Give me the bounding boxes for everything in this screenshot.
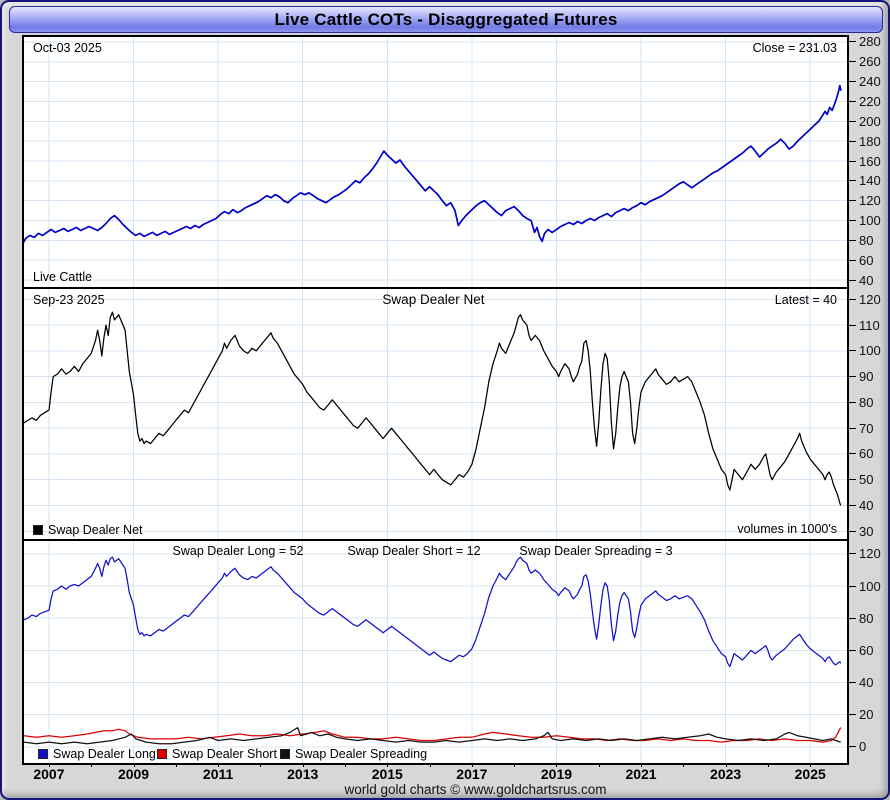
x-axis-tick (48, 763, 50, 767)
y-axis-tick: 40 (849, 675, 888, 691)
y-axis-tick: 70 (849, 420, 888, 436)
x-axis-year-label: 2015 (371, 766, 403, 782)
short-legend-swatch (157, 749, 167, 759)
x-axis-tick (344, 763, 346, 767)
swap-dealer-components-panel: Swap Dealer Long = 52 Swap Dealer Short … (22, 539, 849, 765)
x-axis-tick (767, 763, 769, 767)
y-axis-tick: 160 (849, 153, 888, 169)
volumes-note: volumes in 1000's (737, 522, 837, 536)
x-axis-tick (387, 763, 389, 767)
x-axis-year-label: 2009 (117, 766, 150, 782)
x-axis-year-label: 2013 (287, 766, 319, 782)
x-axis-tick (429, 763, 431, 767)
y-axis-tick: 80 (849, 610, 888, 626)
close-value-label: Close = 231.03 (752, 41, 837, 55)
y-axis-tick: 60 (849, 252, 888, 268)
spreading-legend-label: Swap Dealer Spreading (295, 747, 428, 761)
long-legend-swatch (38, 749, 48, 759)
x-axis-tick (302, 763, 304, 767)
x-axis-tick (598, 763, 600, 767)
swap-dealer-net-panel: Sep-23 2025 Swap Dealer Net Latest = 40 … (22, 287, 849, 541)
y-axis-tick: 220 (849, 93, 888, 109)
y-axis-tick: 30 (849, 523, 888, 539)
legend-swap-dealer-spreading: Swap Dealer Spreading (280, 747, 427, 761)
x-axis-tick (725, 763, 727, 767)
x-axis-tick (218, 763, 220, 767)
x-axis-year-label: 2017 (456, 766, 488, 782)
legend-swap-dealer-net: Swap Dealer Net (33, 523, 143, 537)
latest-value-label: Latest = 40 (774, 293, 837, 307)
long-legend-label: Swap Dealer Long (53, 747, 156, 761)
price-date-label: Oct-03 2025 (33, 41, 102, 55)
net-legend-swatch (33, 525, 43, 535)
x-axis-tick (641, 763, 643, 767)
x-axis-tick (175, 763, 177, 767)
y-axis-tick: 260 (849, 54, 888, 70)
short-value-label: Swap Dealer Short = 12 (347, 544, 481, 558)
x-axis-year-label: 2023 (710, 766, 742, 782)
y-axis-tick: 200 (849, 113, 888, 129)
x-axis-year-label: 2019 (540, 766, 573, 782)
y-axis-tick: 50 (849, 472, 888, 488)
y-axis-tick: 40 (849, 272, 888, 288)
x-axis-year-label: 2021 (625, 766, 657, 782)
title-bar: Live Cattle COTs - Disaggregated Futures (9, 6, 883, 33)
x-axis-tick (260, 763, 262, 767)
price-chart-svg (24, 37, 847, 287)
x-axis-year-label: 2007 (33, 766, 65, 782)
footer-credit: world gold charts © www.goldchartsrus.co… (344, 782, 607, 797)
y-axis-tick: 0 (849, 739, 888, 755)
net-chart-svg (24, 289, 847, 539)
y-axis-tick: 100 (849, 213, 888, 229)
spreading-legend-swatch (280, 749, 290, 759)
y-axis-tick: 80 (849, 394, 888, 410)
components-chart-svg (24, 541, 847, 763)
x-axis-tick (556, 763, 558, 767)
y-axis-tick: 110 (849, 317, 888, 333)
x-axis-year-label: 2011 (202, 766, 234, 782)
y-axis-tick: 120 (849, 193, 888, 209)
net-legend-label: Swap Dealer Net (48, 523, 143, 537)
short-legend-label: Swap Dealer Short (172, 747, 277, 761)
x-axis-tick (91, 763, 93, 767)
x-axis-tick (514, 763, 516, 767)
page-title: Live Cattle COTs - Disaggregated Futures (274, 9, 618, 29)
y-axis-tick: 120 (849, 291, 888, 307)
legend-swap-dealer-short: Swap Dealer Short (157, 747, 277, 761)
y-axis-tick: 80 (849, 232, 888, 248)
long-value-label: Swap Dealer Long = 52 (172, 544, 304, 558)
x-axis-tick (471, 763, 473, 767)
y-axis-tick: 180 (849, 133, 888, 149)
x-axis-tick (133, 763, 135, 767)
price-panel: Oct-03 2025 Close = 231.03 Live Cattle (22, 35, 849, 289)
net-panel-title: Swap Dealer Net (382, 292, 485, 307)
x-axis-tick (683, 763, 685, 767)
legend-swap-dealer-long: Swap Dealer Long (38, 747, 156, 761)
y-axis-tick: 40 (849, 497, 888, 513)
spreading-value-label: Swap Dealer Spreading = 3 (519, 544, 673, 558)
y-axis-tick: 100 (849, 343, 888, 359)
x-axis-tick (810, 763, 812, 767)
y-axis-tick: 120 (849, 546, 888, 562)
y-axis-tick: 60 (849, 446, 888, 462)
price-series-label: Live Cattle (33, 270, 93, 284)
y-axis-tick: 140 (849, 173, 888, 189)
y-axis-tick: 280 (849, 34, 888, 50)
y-axis-tick: 20 (849, 707, 888, 723)
y-axis-tick: 90 (849, 369, 888, 385)
y-axis-tick: 240 (849, 74, 888, 90)
x-axis-year-label: 2025 (794, 766, 826, 782)
y-axis-tick: 60 (849, 642, 888, 658)
net-date-label: Sep-23 2025 (33, 293, 105, 307)
y-axis-tick: 100 (849, 578, 888, 594)
